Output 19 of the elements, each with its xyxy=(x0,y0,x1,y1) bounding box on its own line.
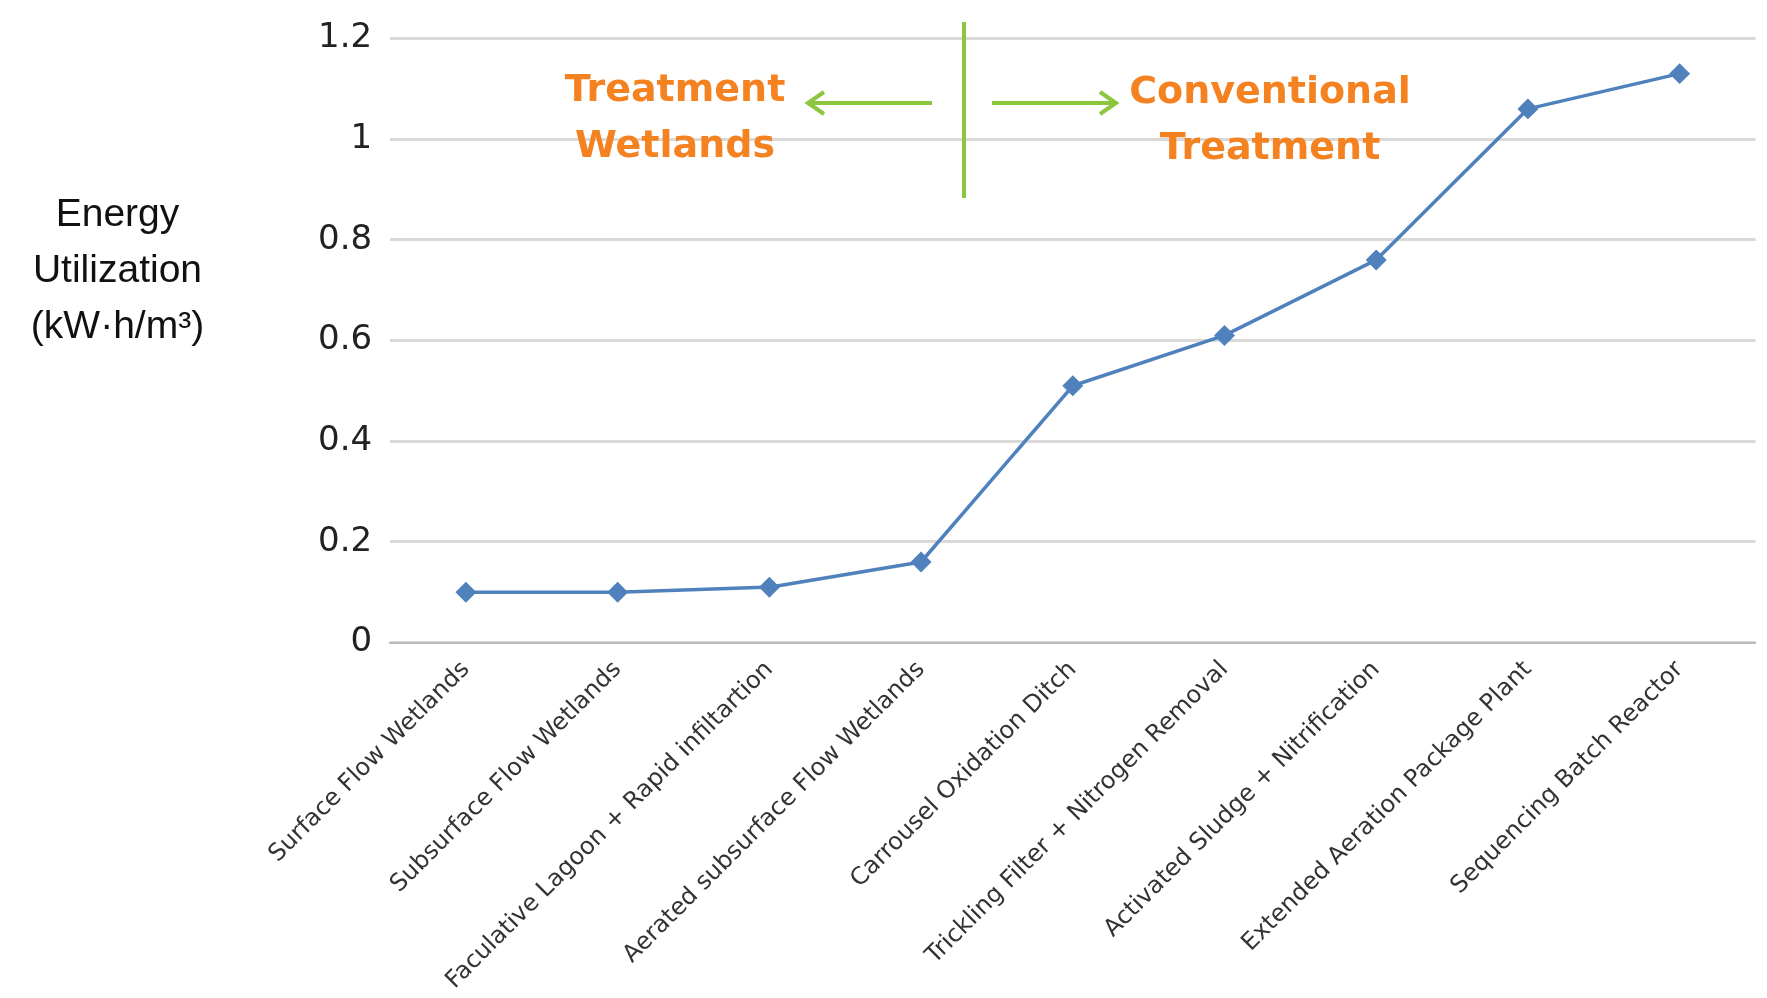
point xyxy=(759,577,780,597)
y-tick-label: 0.8 xyxy=(317,216,373,257)
point xyxy=(1366,250,1386,270)
y-tick-label: 1.2 xyxy=(317,15,373,56)
point xyxy=(1214,325,1235,346)
y-axis-title: Energy Utilization (kW·h/m³) xyxy=(29,190,206,348)
point xyxy=(607,582,628,602)
annotation: Conventional Treatment xyxy=(1128,67,1412,170)
y-tick-label: 0.6 xyxy=(317,317,373,358)
point xyxy=(1669,63,1690,84)
point xyxy=(456,582,476,602)
annotation: Treatment Wetlands xyxy=(563,65,787,168)
y-tick-label: 0 xyxy=(350,619,373,660)
y-tick-label: 1 xyxy=(350,115,373,156)
y-tick-label: 0.2 xyxy=(317,518,373,559)
y-tick-label: 0.4 xyxy=(317,417,373,458)
point xyxy=(1518,99,1538,119)
point xyxy=(911,552,931,572)
point xyxy=(1063,376,1083,396)
